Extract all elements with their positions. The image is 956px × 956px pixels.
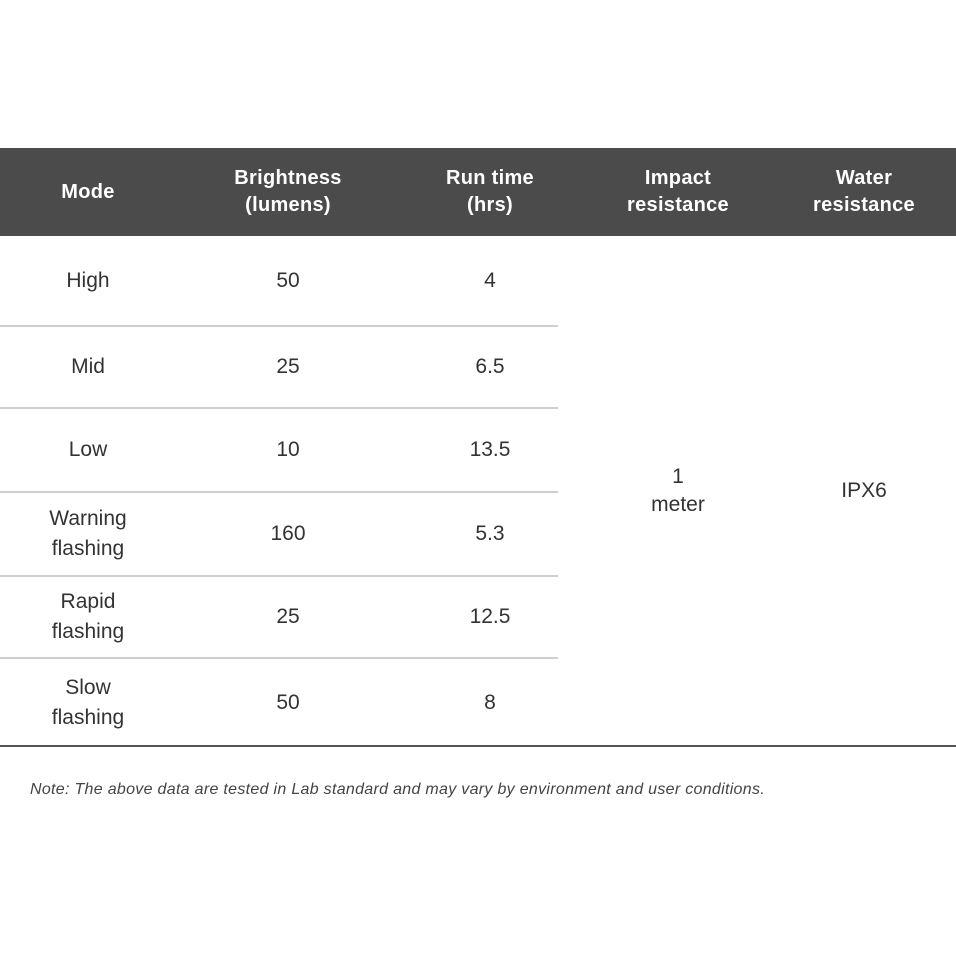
runtime-cell: 6.5 xyxy=(475,355,505,378)
mode-cell: Slow flashing xyxy=(51,675,125,729)
mode-cell: Mid xyxy=(71,355,105,378)
table-row: High 50 4 xyxy=(0,236,558,327)
table-row: Mid 25 6.5 xyxy=(0,327,558,409)
water-resistance-value: IPX6 xyxy=(841,479,887,502)
table-row: Rapid flashing 25 12.5 xyxy=(0,577,558,659)
table-row: Slow flashing 50 8 xyxy=(0,659,558,746)
runtime-cell: 4 xyxy=(484,268,496,292)
brightness-cell: 25 xyxy=(276,605,300,628)
mode-cell: Low xyxy=(68,438,108,461)
brightness-cell: 50 xyxy=(276,690,300,714)
runtime-cell: 13.5 xyxy=(469,438,511,461)
footnote: Note: The above data are tested in Lab s… xyxy=(30,781,766,798)
header-brightness: Brightness (lumens) xyxy=(234,167,342,216)
header-impact-resistance: Impact resistance xyxy=(627,167,729,216)
table-header: Mode Brightness (lumens) Run time (hrs) … xyxy=(0,148,956,236)
mode-cell: Warning flashing xyxy=(49,507,127,560)
table-bottom-border xyxy=(0,745,956,747)
brightness-cell: 10 xyxy=(276,438,300,461)
impact-resistance-value: 1 meter xyxy=(651,465,705,516)
mode-cell: High xyxy=(66,268,110,292)
table-row: Warning flashing 160 5.3 xyxy=(0,493,558,577)
runtime-cell: 5.3 xyxy=(475,522,505,545)
mode-cell: Rapid flashing xyxy=(51,590,125,643)
brightness-cell: 25 xyxy=(276,355,300,378)
header-water-resistance: Water resistance xyxy=(813,167,915,216)
header-run-time: Run time (hrs) xyxy=(446,167,534,216)
runtime-cell: 12.5 xyxy=(469,605,511,628)
header-mode: Mode xyxy=(61,180,115,203)
brightness-cell: 160 xyxy=(270,522,306,545)
runtime-cell: 8 xyxy=(484,690,496,714)
table-row: Low 10 13.5 xyxy=(0,409,558,493)
brightness-cell: 50 xyxy=(276,268,300,292)
